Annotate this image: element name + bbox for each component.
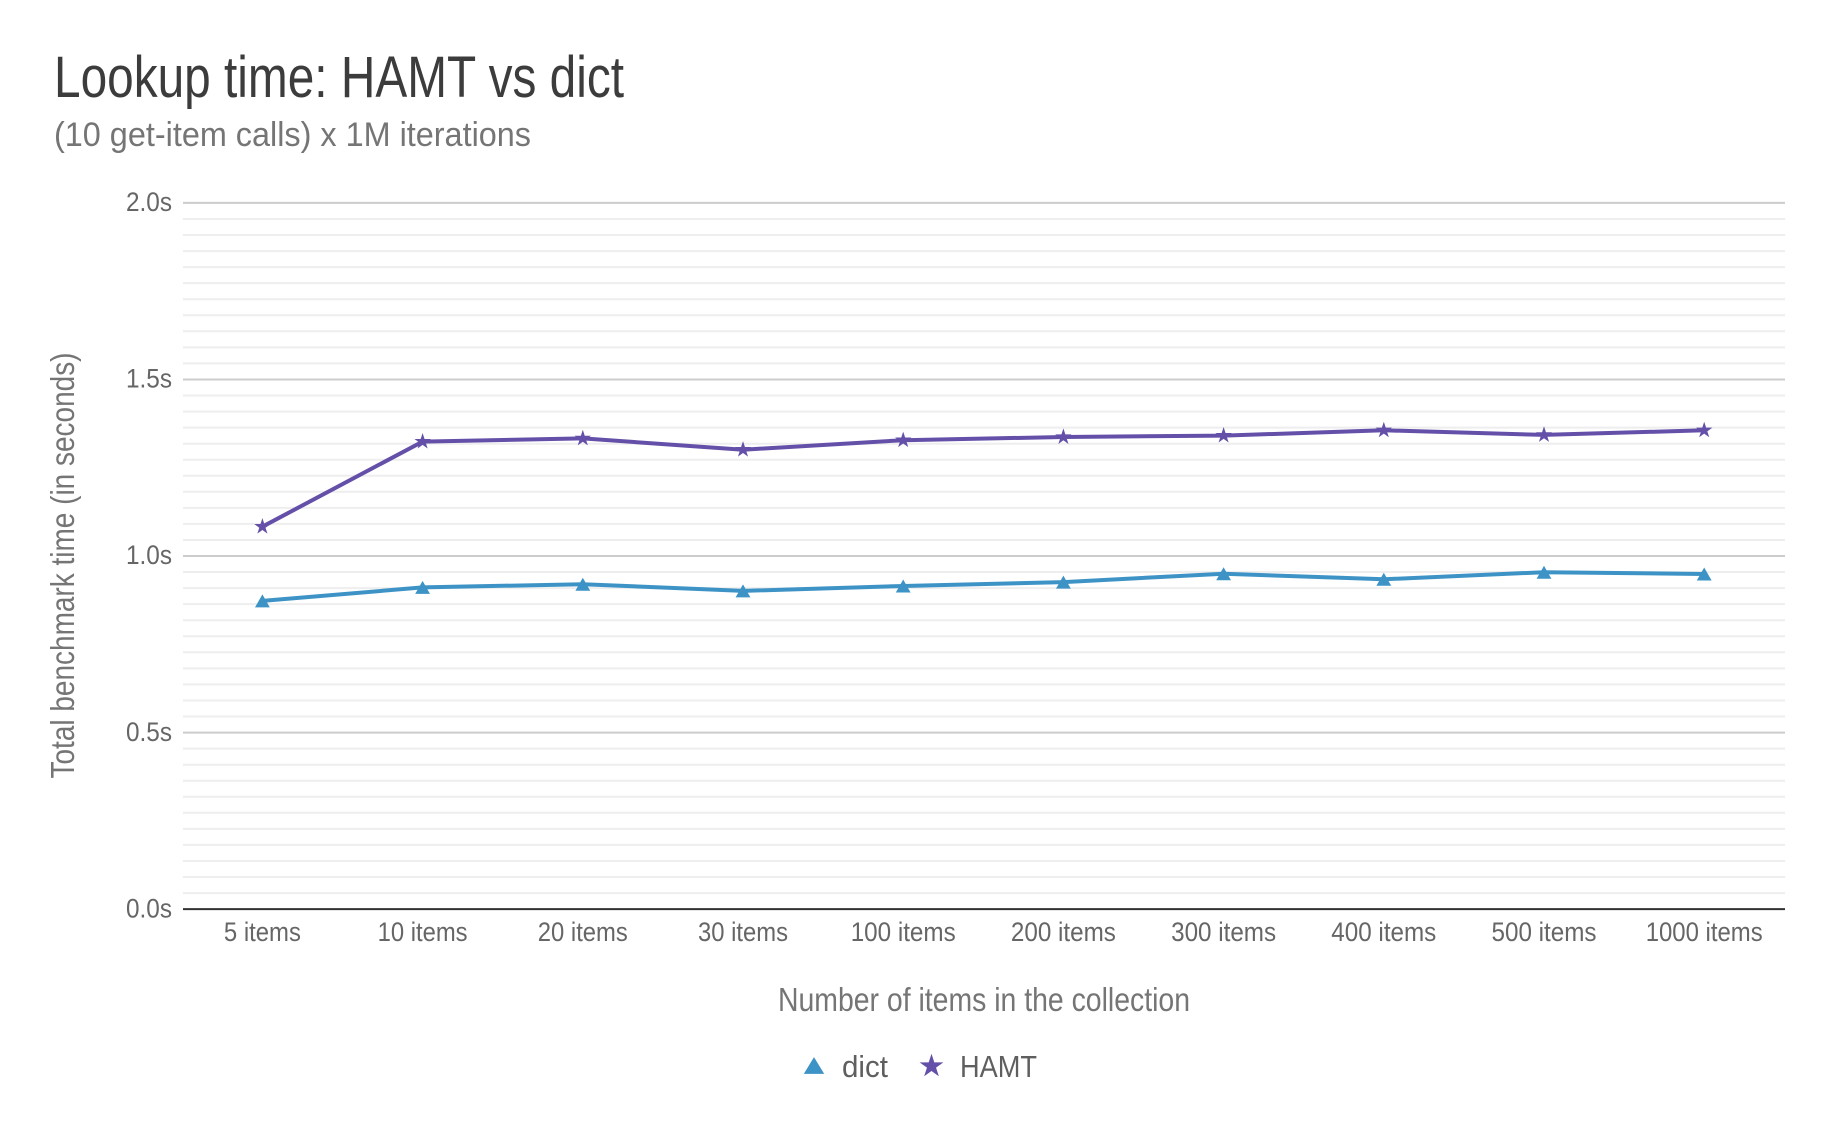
svg-text:0.5s: 0.5s bbox=[126, 717, 172, 747]
svg-text:1000 items: 1000 items bbox=[1646, 917, 1763, 947]
svg-text:200 items: 200 items bbox=[1011, 917, 1116, 947]
svg-text:dict: dict bbox=[842, 1049, 888, 1084]
svg-text:Number of items in the collect: Number of items in the collection bbox=[778, 981, 1190, 1018]
svg-text:500 items: 500 items bbox=[1492, 917, 1597, 947]
svg-text:(10 get-item calls) x 1M itera: (10 get-item calls) x 1M iterations bbox=[54, 116, 531, 154]
svg-text:300 items: 300 items bbox=[1171, 917, 1276, 947]
svg-text:5 items: 5 items bbox=[224, 917, 301, 947]
svg-text:1.5s: 1.5s bbox=[126, 364, 172, 394]
svg-text:HAMT: HAMT bbox=[960, 1049, 1037, 1084]
svg-text:10 items: 10 items bbox=[378, 917, 468, 947]
svg-text:20 items: 20 items bbox=[538, 917, 628, 947]
svg-text:400 items: 400 items bbox=[1331, 917, 1436, 947]
svg-text:0.0s: 0.0s bbox=[126, 893, 172, 923]
svg-text:1.0s: 1.0s bbox=[126, 540, 172, 570]
svg-text:Total benchmark time (in secon: Total benchmark time (in seconds) bbox=[44, 353, 81, 779]
svg-text:2.0s: 2.0s bbox=[126, 187, 172, 217]
svg-text:Lookup time: HAMT vs dict: Lookup time: HAMT vs dict bbox=[54, 45, 624, 110]
svg-text:30 items: 30 items bbox=[698, 917, 788, 947]
svg-text:100 items: 100 items bbox=[851, 917, 956, 947]
